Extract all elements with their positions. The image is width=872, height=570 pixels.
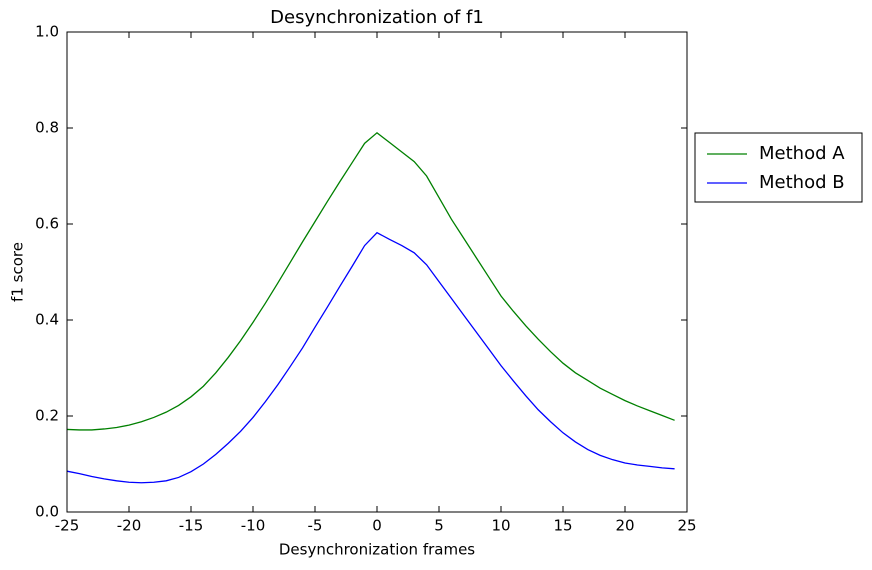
- x-tick-label: 15: [553, 517, 572, 535]
- chart-title: Desynchronization of f1: [270, 7, 484, 28]
- x-tick-label: 0: [372, 517, 382, 535]
- y-tick-label: 1.0: [35, 23, 59, 41]
- legend-label: Method A: [759, 143, 845, 164]
- x-tick-label: -10: [241, 517, 266, 535]
- y-tick-label: 0.4: [35, 311, 59, 329]
- x-tick-label: 5: [434, 517, 444, 535]
- x-tick-label: -5: [308, 517, 323, 535]
- y-axis-label: f1 score: [9, 242, 27, 302]
- y-tick-label: 0.8: [35, 119, 59, 137]
- x-tick-label: 20: [615, 517, 634, 535]
- legend-label: Method B: [759, 172, 845, 193]
- legend-box: [694, 132, 863, 203]
- line-series: [66, 231, 675, 484]
- y-tick-label: 0.0: [35, 503, 59, 521]
- plot-frame: [66, 31, 688, 513]
- x-tick-label: -15: [179, 517, 204, 535]
- line-series: [66, 131, 675, 431]
- x-tick-label: 10: [491, 517, 510, 535]
- x-tick-label: 25: [677, 517, 696, 535]
- y-tick-label: 0.2: [35, 407, 59, 425]
- x-tick-label: -25: [55, 517, 80, 535]
- y-tick-label: 0.6: [35, 215, 59, 233]
- x-axis-label: Desynchronization frames: [279, 541, 475, 559]
- x-tick-label: -20: [117, 517, 142, 535]
